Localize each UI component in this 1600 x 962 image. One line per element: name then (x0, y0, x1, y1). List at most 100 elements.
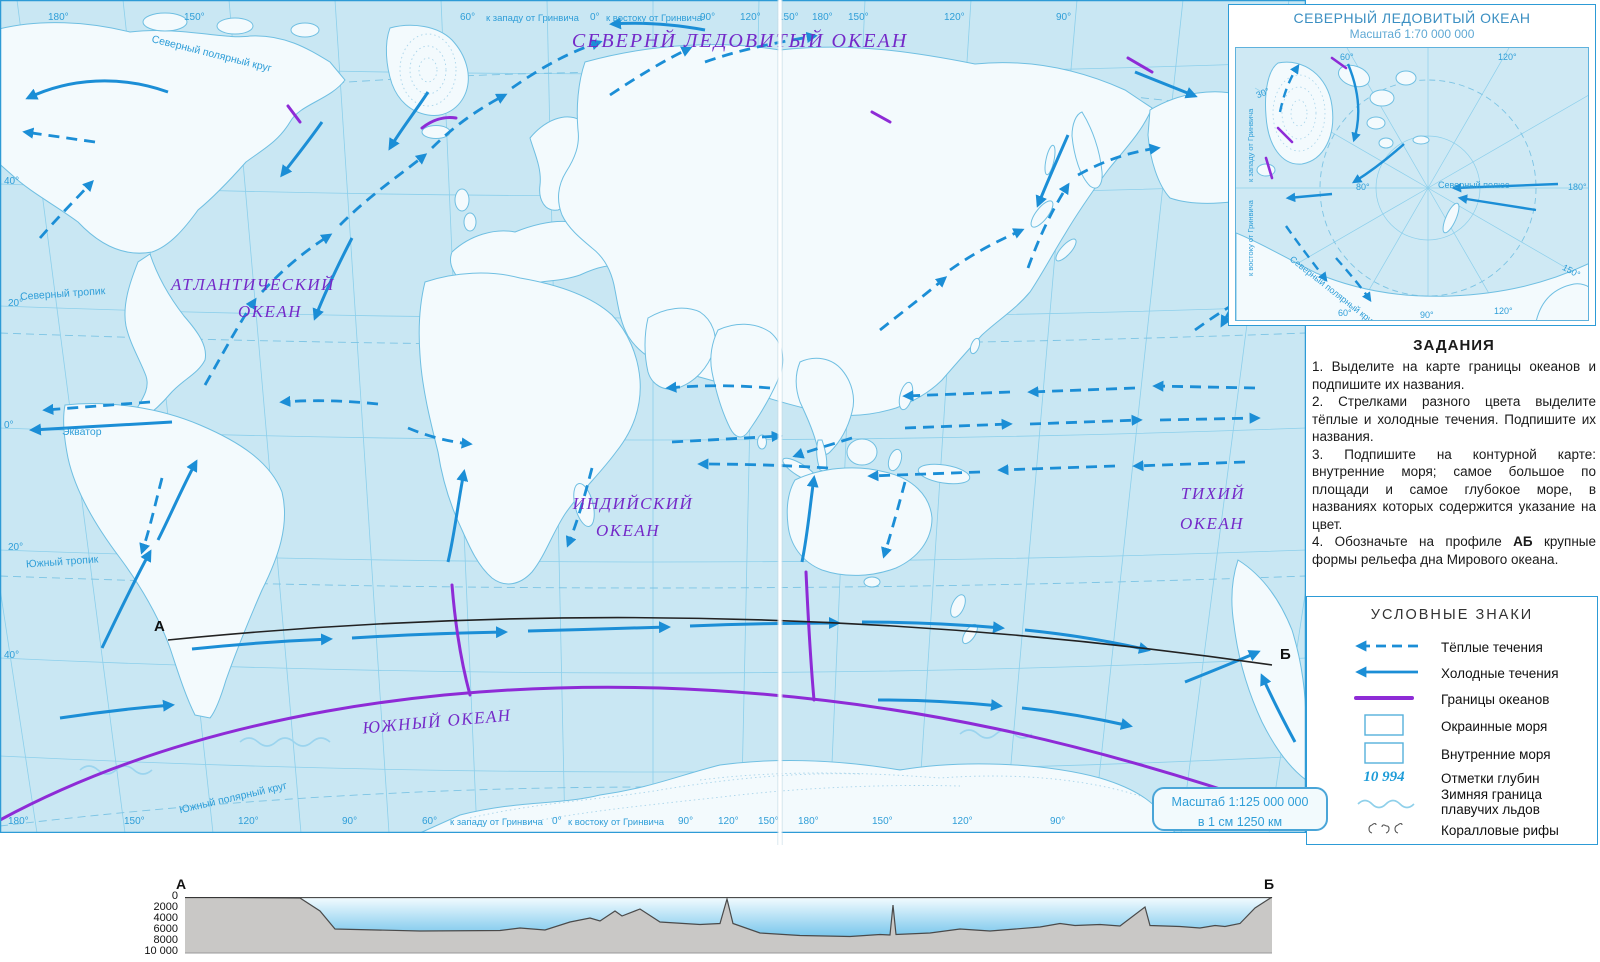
inset-edge-label: 60° (1338, 308, 1352, 318)
edge-label: 20° (8, 542, 24, 553)
label-atlantic-ocean-2: ОКЕАН (237, 302, 303, 321)
depth-mark-symbol: 10 994 (1363, 769, 1405, 785)
task-item-4: 4. Обозначьте на профиле АБ крупные форм… (1312, 533, 1596, 568)
inset-map-svg (1236, 48, 1588, 320)
legend-label-cold: Холодные течения (1441, 666, 1559, 681)
inset-edge-label: 60° (1340, 52, 1354, 62)
inner-sea-symbol (1339, 741, 1429, 770)
tasks-block: ЗАДАНИЯ 1. Выделите на карте границы оке… (1312, 337, 1596, 568)
edge-label-greenwich-west: к западу от Гринвича (486, 13, 579, 24)
scale-line1: Масштаб 1:125 000 000 (1171, 795, 1309, 809)
profile-point-b: Б (1264, 876, 1275, 892)
edge-label: 90° (678, 816, 694, 827)
legend-box: УСЛОВНЫЕ ЗНАКИ Тёплые течения Холодные т… (1306, 596, 1598, 845)
label-equator: Экватор (62, 426, 102, 438)
label-pacific-ocean-2: ОКЕАН (1179, 514, 1245, 533)
inset-edge-label: 180° (1568, 182, 1587, 192)
edge-label: 90° (1050, 816, 1066, 827)
legend-label-ice-line2: плавучих льдов (1441, 802, 1540, 817)
edge-label: 120° (238, 816, 259, 827)
inset-label-north-pole: Северный полюс (1438, 180, 1510, 190)
scale-line2: в 1 см 1250 км (1197, 815, 1283, 829)
ocean-boundary-symbol (1339, 691, 1429, 710)
edge-label: 180° (48, 12, 69, 23)
inset-edge-label: 120° (1494, 306, 1513, 316)
depth-profile-svg (185, 897, 1273, 954)
warm-current-arrow (22, 31, 1265, 559)
cold-current-arrow (25, 17, 1297, 743)
edge-label: 120° (944, 12, 965, 23)
inset-polar-circle (1319, 79, 1537, 297)
edge-label: 150° (758, 816, 779, 827)
ocean-boundary-line (0, 56, 1306, 822)
arctic-inset-map: СЕВЕРНЫЙ ЛЕДОВИТЫЙ ОКЕАН Масштаб 1:70 00… (1228, 4, 1596, 326)
legend-label-depth-marks: Отметки глубин (1441, 771, 1540, 786)
edge-label: 60° (422, 816, 438, 827)
depth-tick-0: 0 (171, 890, 178, 902)
profile-seafloor-outline (185, 897, 1273, 938)
edge-label: 60° (460, 12, 476, 23)
profile-point-a: А (176, 876, 187, 892)
label-arctic-ocean: СЕВЕРНЙ ЛЕДОВИТЫЙ ОКЕАН (571, 30, 909, 52)
inset-edge-label: 80° (1356, 182, 1370, 192)
inset-warm-current-arrow (1278, 64, 1372, 302)
label-atlantic-ocean: АТЛАНТИЧЕСКИЙ (171, 275, 335, 294)
task-item-3: 3. Подпишите на контурной карте: внутрен… (1312, 446, 1596, 532)
marginal-sea-symbol (1339, 713, 1429, 742)
edge-label: 180° (812, 12, 833, 23)
edge-label-greenwich-west: к западу от Гринвича (450, 817, 543, 828)
page-fold (777, 0, 783, 845)
edge-label: 120° (740, 12, 761, 23)
inset-scale: Масштаб 1:70 000 000 (1349, 27, 1475, 41)
depth-tick-8000: 8000 (153, 934, 178, 946)
task-item-4-text: 4. Обозначьте на профиле (1312, 534, 1514, 549)
inset-map-canvas: Северный полюс Северный полярный круг 60… (1235, 47, 1589, 321)
legend-label-ice-line1: Зимняя граница (1441, 787, 1542, 802)
profile-section-line (167, 616, 1273, 666)
label-pacific-ocean: ТИХИЙ (1180, 484, 1246, 503)
edge-label: 40° (4, 650, 20, 661)
inset-title: СЕВЕРНЫЙ ЛЕДОВИТЫЙ ОКЕАН (1293, 10, 1531, 26)
edge-label: 20° (8, 298, 24, 309)
edge-label: 180° (798, 816, 819, 827)
legend-label-warm: Тёплые течения (1441, 640, 1543, 655)
legend-label-inner-seas: Внутренние моря (1441, 747, 1551, 762)
inset-edge-label: 120° (1498, 52, 1517, 62)
edge-label: 180° (8, 816, 29, 827)
edge-label: 150° (872, 816, 893, 827)
depth-profile-area: А Б 0 2000 4000 6000 8000 10 000 (0, 845, 1600, 962)
warm-current-symbol (1339, 639, 1429, 658)
tasks-title: ЗАДАНИЯ (1413, 337, 1495, 354)
inset-label-greenwich-west: к западу от Гринвича (1246, 108, 1255, 182)
map-scale-box: Масштаб 1:125 000 000 в 1 см 1250 км (1152, 787, 1328, 831)
label-indian-ocean: ИНДИЙСКИЙ (572, 494, 694, 513)
depth-tick-10000: 10 000 (144, 945, 178, 957)
edge-label: 0° (552, 816, 562, 827)
legend-label-coral-reefs: Коралловые рифы (1441, 823, 1559, 838)
edge-label: 150° (124, 816, 145, 827)
edge-label: 0° (4, 420, 14, 431)
coral-reefs-symbol (1339, 821, 1429, 842)
legend-label-marginal-seas: Окраинные моря (1441, 719, 1548, 734)
inset-edge-label: 90° (1420, 310, 1434, 320)
edge-label: 90° (342, 816, 358, 827)
edge-label: 150° (184, 12, 205, 23)
world-map-svg (0, 0, 1306, 833)
edge-label-greenwich-east: к востоку от Гринвича (606, 13, 703, 24)
profile-seafloor (185, 897, 1272, 953)
edge-label: 90° (700, 12, 716, 23)
edge-label: 40° (4, 176, 20, 187)
label-indian-ocean-2: ОКЕАН (595, 521, 661, 540)
depth-tick-2000: 2000 (153, 901, 178, 913)
legend-title: УСЛОВНЫЕ ЗНАКИ (1370, 607, 1534, 623)
depth-tick-6000: 6000 (153, 923, 178, 935)
world-ocean-map: СЕВЕРНЙ ЛЕДОВИТЫЙ ОКЕАН АТЛАНТИЧЕСКИЙ ОК… (0, 0, 1328, 833)
map-frame (0, 0, 1306, 833)
edge-label: 120° (718, 816, 739, 827)
depth-tick-4000: 4000 (153, 912, 178, 924)
edge-label: 150° (778, 12, 799, 23)
winter-ice-boundary-line (79, 729, 1033, 775)
inset-ocean-boundary (1264, 56, 1348, 180)
legend-label-boundary: Границы океанов (1441, 692, 1550, 707)
